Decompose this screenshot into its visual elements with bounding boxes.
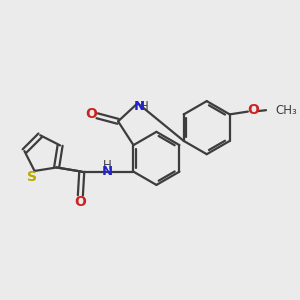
Text: O: O <box>74 195 86 209</box>
Text: N: N <box>101 165 112 178</box>
Text: N: N <box>134 100 145 113</box>
Text: CH₃: CH₃ <box>275 104 297 117</box>
Text: O: O <box>248 103 260 117</box>
Text: O: O <box>85 106 97 121</box>
Text: H: H <box>103 159 111 172</box>
Text: H: H <box>140 100 148 113</box>
Text: S: S <box>27 170 37 184</box>
